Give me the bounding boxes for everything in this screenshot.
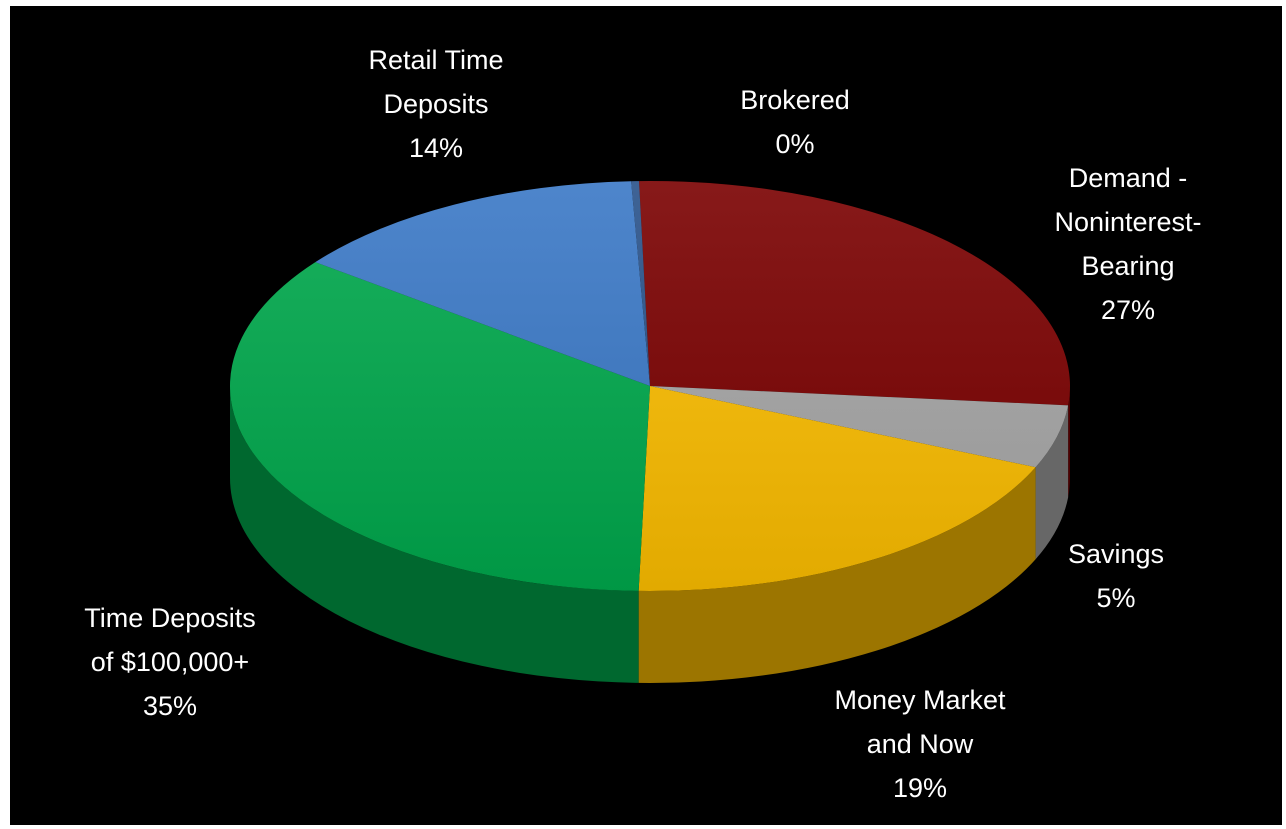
slice-label-brokered: Brokered 0% bbox=[700, 78, 890, 166]
pie-chart bbox=[229, 181, 1070, 683]
pie-side-demand-noninterest-bearing bbox=[1068, 386, 1070, 498]
slice-label-money-market-line-1: Money Market bbox=[834, 685, 1006, 715]
pie-side-time-deposits-of-100-000 bbox=[230, 386, 639, 683]
slice-label-brokered-line-1: Brokered bbox=[740, 85, 850, 115]
pie-side-money-market-and-now bbox=[638, 467, 1036, 683]
slice-label-demand-noninterest-bearing: Demand - Noninterest- Bearing 27% bbox=[1018, 156, 1238, 332]
slice-label-time-deposits-line-2: of $100,000+ bbox=[90, 647, 250, 677]
slice-value-time-deposits: 35% bbox=[142, 691, 198, 721]
slice-label-demand-line-3: Bearing bbox=[1081, 251, 1175, 281]
slice-label-retail-line-2: Deposits bbox=[383, 89, 489, 119]
pie-sides bbox=[230, 386, 1070, 683]
slice-label-savings-line-1: Savings bbox=[1067, 539, 1165, 569]
slice-label-retail-time-deposits: Retail Time Deposits 14% bbox=[326, 38, 546, 170]
slice-label-time-deposits-100k: Time Deposits of $100,000+ 35% bbox=[40, 596, 300, 728]
slice-value-money-market: 19% bbox=[892, 773, 948, 803]
slice-value-brokered: 0% bbox=[775, 129, 815, 159]
pie-gloss bbox=[230, 181, 1070, 591]
pie-tops bbox=[229, 181, 1070, 591]
pie-side-savings bbox=[1035, 405, 1069, 560]
slice-label-demand-line-2: Noninterest- bbox=[1054, 207, 1202, 237]
slice-value-demand: 27% bbox=[1100, 295, 1156, 325]
slice-label-retail-line-1: Retail Time bbox=[368, 45, 504, 75]
slice-label-demand-line-1: Demand - bbox=[1068, 163, 1188, 193]
slice-label-savings: Savings 5% bbox=[1036, 532, 1196, 620]
slice-label-money-market-line-2: and Now bbox=[866, 729, 974, 759]
slice-value-retail: 14% bbox=[408, 133, 464, 163]
slice-value-savings: 5% bbox=[1096, 583, 1136, 613]
slice-label-time-deposits-line-1: Time Deposits bbox=[84, 603, 256, 633]
chart-area: Demand - Noninterest- Bearing 27% Saving… bbox=[10, 6, 1282, 825]
slice-label-money-market: Money Market and Now 19% bbox=[790, 678, 1050, 810]
